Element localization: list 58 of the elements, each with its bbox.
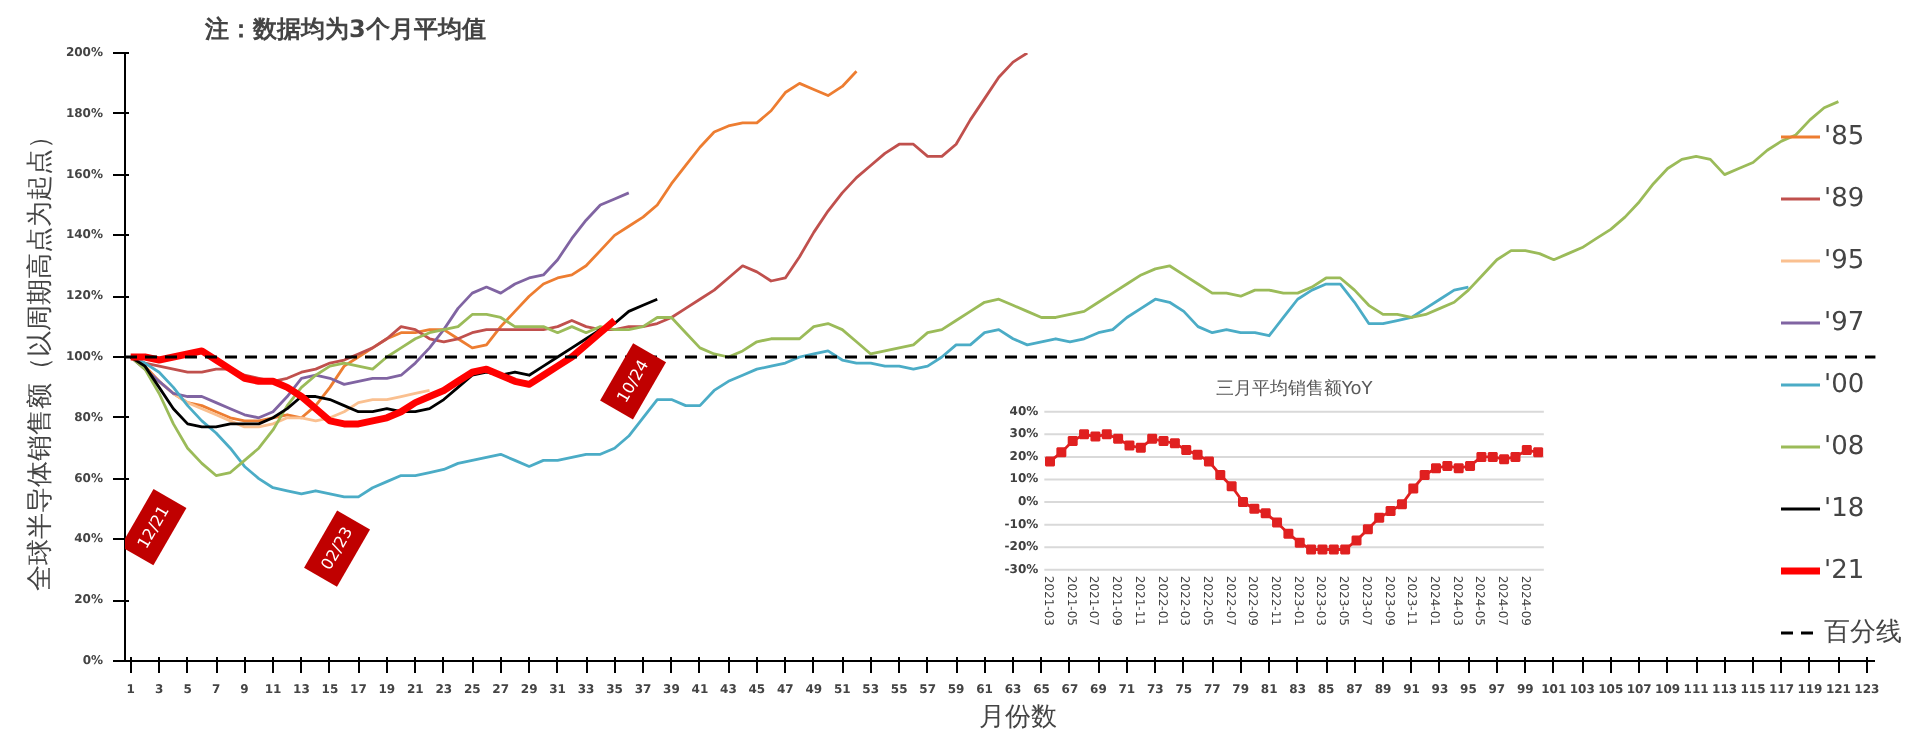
point (1465, 460, 1476, 471)
point (1430, 463, 1441, 474)
legend-label: '08 (1824, 431, 1865, 461)
point (1260, 508, 1271, 519)
point (1385, 506, 1396, 517)
legend-label: '21 (1824, 555, 1865, 585)
legend-label: '95 (1824, 245, 1865, 275)
point (1533, 447, 1544, 458)
point (1067, 436, 1078, 447)
point (1169, 438, 1180, 449)
point (1442, 460, 1453, 471)
point (1362, 524, 1373, 535)
point (1079, 429, 1090, 440)
point (1249, 503, 1260, 514)
point (1215, 469, 1226, 480)
point (1408, 483, 1419, 494)
point (1374, 512, 1385, 523)
point (1090, 431, 1101, 442)
point (1238, 497, 1248, 508)
legend-label: '18 (1824, 493, 1865, 523)
point (1340, 544, 1351, 555)
point (1101, 429, 1112, 440)
legend-label: '85 (1824, 121, 1865, 151)
point (1045, 456, 1055, 467)
legend-label: 百分线 (1824, 616, 1902, 650)
point (1158, 436, 1169, 447)
point (1192, 449, 1203, 460)
point (1317, 544, 1328, 555)
chart-title: 注：数据均为3个月平均值 (203, 15, 486, 43)
legend-label: '00 (1824, 369, 1865, 399)
point (1499, 454, 1510, 465)
point (1453, 463, 1464, 474)
point (1147, 433, 1158, 444)
point (1226, 481, 1237, 492)
point (1328, 544, 1339, 555)
x-axis-title: 月份数 (979, 703, 1057, 733)
point (1476, 451, 1487, 462)
chart-title: 三月平均销售额YoY (1215, 377, 1374, 400)
point (1272, 517, 1283, 528)
point (1351, 535, 1362, 546)
point (1419, 469, 1430, 480)
point (1510, 451, 1521, 462)
point (1203, 456, 1214, 467)
y-axis-title: 全球半导体销售额（以周期高点为起点） (23, 123, 56, 591)
line-series (127, 317, 619, 428)
legend-label: '97 (1824, 307, 1865, 337)
point (1056, 447, 1067, 458)
point (1396, 499, 1407, 510)
point (1306, 544, 1317, 555)
point (1181, 445, 1192, 456)
point (1283, 528, 1294, 539)
point (1113, 433, 1124, 444)
point (1124, 440, 1135, 451)
legend-label: '89 (1824, 183, 1865, 213)
point (1135, 442, 1146, 453)
point (1521, 445, 1532, 456)
point (1487, 451, 1498, 462)
point (1294, 537, 1305, 548)
